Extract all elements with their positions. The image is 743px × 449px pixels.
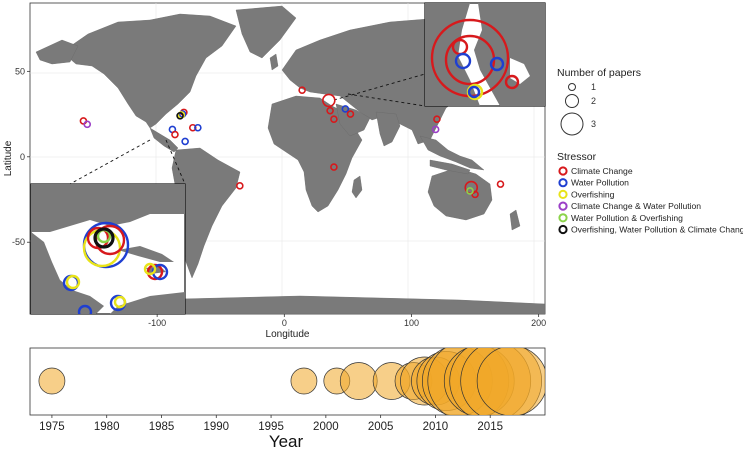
- map-x-tick-label: 0: [282, 318, 287, 328]
- timeline-x-tick-label: 1995: [258, 421, 284, 433]
- map-point: [236, 182, 244, 190]
- map-point: [466, 187, 474, 195]
- timeline-point: [290, 367, 318, 395]
- timeline-x-tick-label: 2010: [423, 421, 449, 433]
- map-point: [188, 123, 197, 132]
- map-point: [194, 123, 202, 132]
- map-y-tick-label: 0: [20, 152, 25, 162]
- landmass-indonesia: [429, 159, 471, 175]
- size-legend-entries: 1 2 3: [560, 82, 596, 136]
- map-points-layer: [79, 86, 505, 199]
- map-point: [176, 111, 184, 120]
- timeline-x-tick-label: 2000: [313, 421, 339, 433]
- timeline-x-axis-label: Year: [269, 432, 304, 449]
- landmass-alaska: [35, 39, 79, 65]
- legend: Number of papers 1 2 3 Stressor Climate Ch…: [557, 67, 743, 235]
- inset-caribbean: [30, 183, 186, 315]
- landmass-india: [375, 111, 401, 147]
- map-point: [471, 190, 479, 199]
- timeline-axes: 1975 1980 1985 1990 1995 2000 2005 2010 2015 Year: [39, 415, 503, 449]
- color-legend-label: Water Pollution: [571, 178, 629, 188]
- timeline-panel: 1975 1980 1985 1990 1995 2000 2005 2010 2015 Year: [29, 347, 546, 449]
- landmass-uk: [269, 53, 279, 71]
- map-point: [431, 125, 440, 134]
- inset-middle-east: [424, 2, 546, 107]
- size-legend-label: 1: [591, 82, 596, 92]
- map-axes: -100 0 100 200 50 0 -50 Longitude Latitude: [3, 66, 546, 340]
- timeline-x-tick-label: 1985: [149, 421, 175, 433]
- inset-middle-east-rings: [430, 18, 520, 101]
- map-x-axis-label: Longitude: [266, 329, 310, 340]
- color-legend-symbol: [558, 201, 568, 211]
- map-point: [171, 130, 179, 139]
- color-legend-label: Overfishing: [571, 189, 615, 199]
- map-y-axis-label: Latitude: [3, 140, 14, 176]
- landmass-greenland: [235, 5, 297, 59]
- size-legend-symbol: [565, 94, 579, 108]
- landmass-africa: [267, 95, 363, 213]
- color-legend-label: Overfishing, Water Pollution & Climate C…: [571, 225, 743, 235]
- map-point: [346, 110, 355, 118]
- size-legend-symbol: [560, 112, 584, 136]
- color-legend-symbol: [558, 213, 568, 223]
- color-legend-title: Stressor: [557, 151, 597, 163]
- map-x-tick-label: -100: [148, 318, 166, 328]
- inset-caribbean-land-cuba: [118, 246, 174, 262]
- inset-caribbean-land-mexico: [31, 232, 104, 314]
- color-legend-symbol: [558, 189, 568, 199]
- timeline-x-tick-label: 2005: [368, 421, 394, 433]
- map-x-tick-label: 100: [404, 318, 419, 328]
- color-legend-label: Climate Change: [571, 166, 633, 176]
- inset-caribbean-land-us: [31, 184, 185, 232]
- map-point: [341, 105, 350, 113]
- timeline-x-tick-label: 1980: [94, 421, 120, 433]
- color-legend-symbol: [558, 224, 568, 235]
- map-x-tick-label: 200: [531, 318, 546, 328]
- color-legend-label: Water Pollution & Overfishing: [571, 213, 683, 223]
- timeline-x-tick-label: 2015: [477, 421, 503, 433]
- timeline-point: [476, 348, 545, 415]
- inset-caribbean-land-south-america: [110, 292, 185, 314]
- map-point: [322, 93, 336, 108]
- inset-leader-lines: [69, 73, 426, 185]
- color-legend-symbol: [558, 166, 568, 176]
- map-y-tick-label: -50: [12, 237, 25, 247]
- inset-middle-east-land-arabia: [474, 3, 545, 106]
- size-legend-label: 2: [591, 96, 596, 106]
- landmass-madagascar: [351, 175, 363, 199]
- map-point: [326, 106, 334, 115]
- map-point: [330, 163, 338, 171]
- map-point: [298, 86, 306, 94]
- size-legend-label: 3: [591, 119, 596, 129]
- size-legend-title: Number of papers: [557, 67, 641, 79]
- map-point: [433, 115, 441, 123]
- map-point: [83, 120, 92, 129]
- size-legend-symbol: [568, 83, 576, 91]
- landmass-southeast-asia: [419, 135, 485, 171]
- map-point: [330, 115, 338, 123]
- landmass-north-america: [61, 13, 237, 129]
- inset-caribbean-rings: [62, 221, 169, 314]
- timeline-point: [38, 367, 66, 395]
- landmass-australia: [427, 167, 493, 221]
- map-panel: -100 0 100 200 50 0 -50 Longitude Latitude: [3, 2, 546, 340]
- map-point: [181, 137, 189, 146]
- timeline-x-tick-label: 1990: [203, 421, 229, 433]
- landmass-new-zealand: [509, 209, 521, 231]
- timeline-point: [339, 362, 378, 400]
- timeline-x-tick-label: 1975: [39, 421, 65, 433]
- color-legend-label: Climate Change & Water Pollution: [571, 201, 701, 211]
- map-point: [496, 180, 505, 188]
- color-legend-symbol: [558, 178, 568, 188]
- map-y-tick-label: 50: [15, 66, 25, 76]
- timeline-points-layer: [38, 348, 545, 415]
